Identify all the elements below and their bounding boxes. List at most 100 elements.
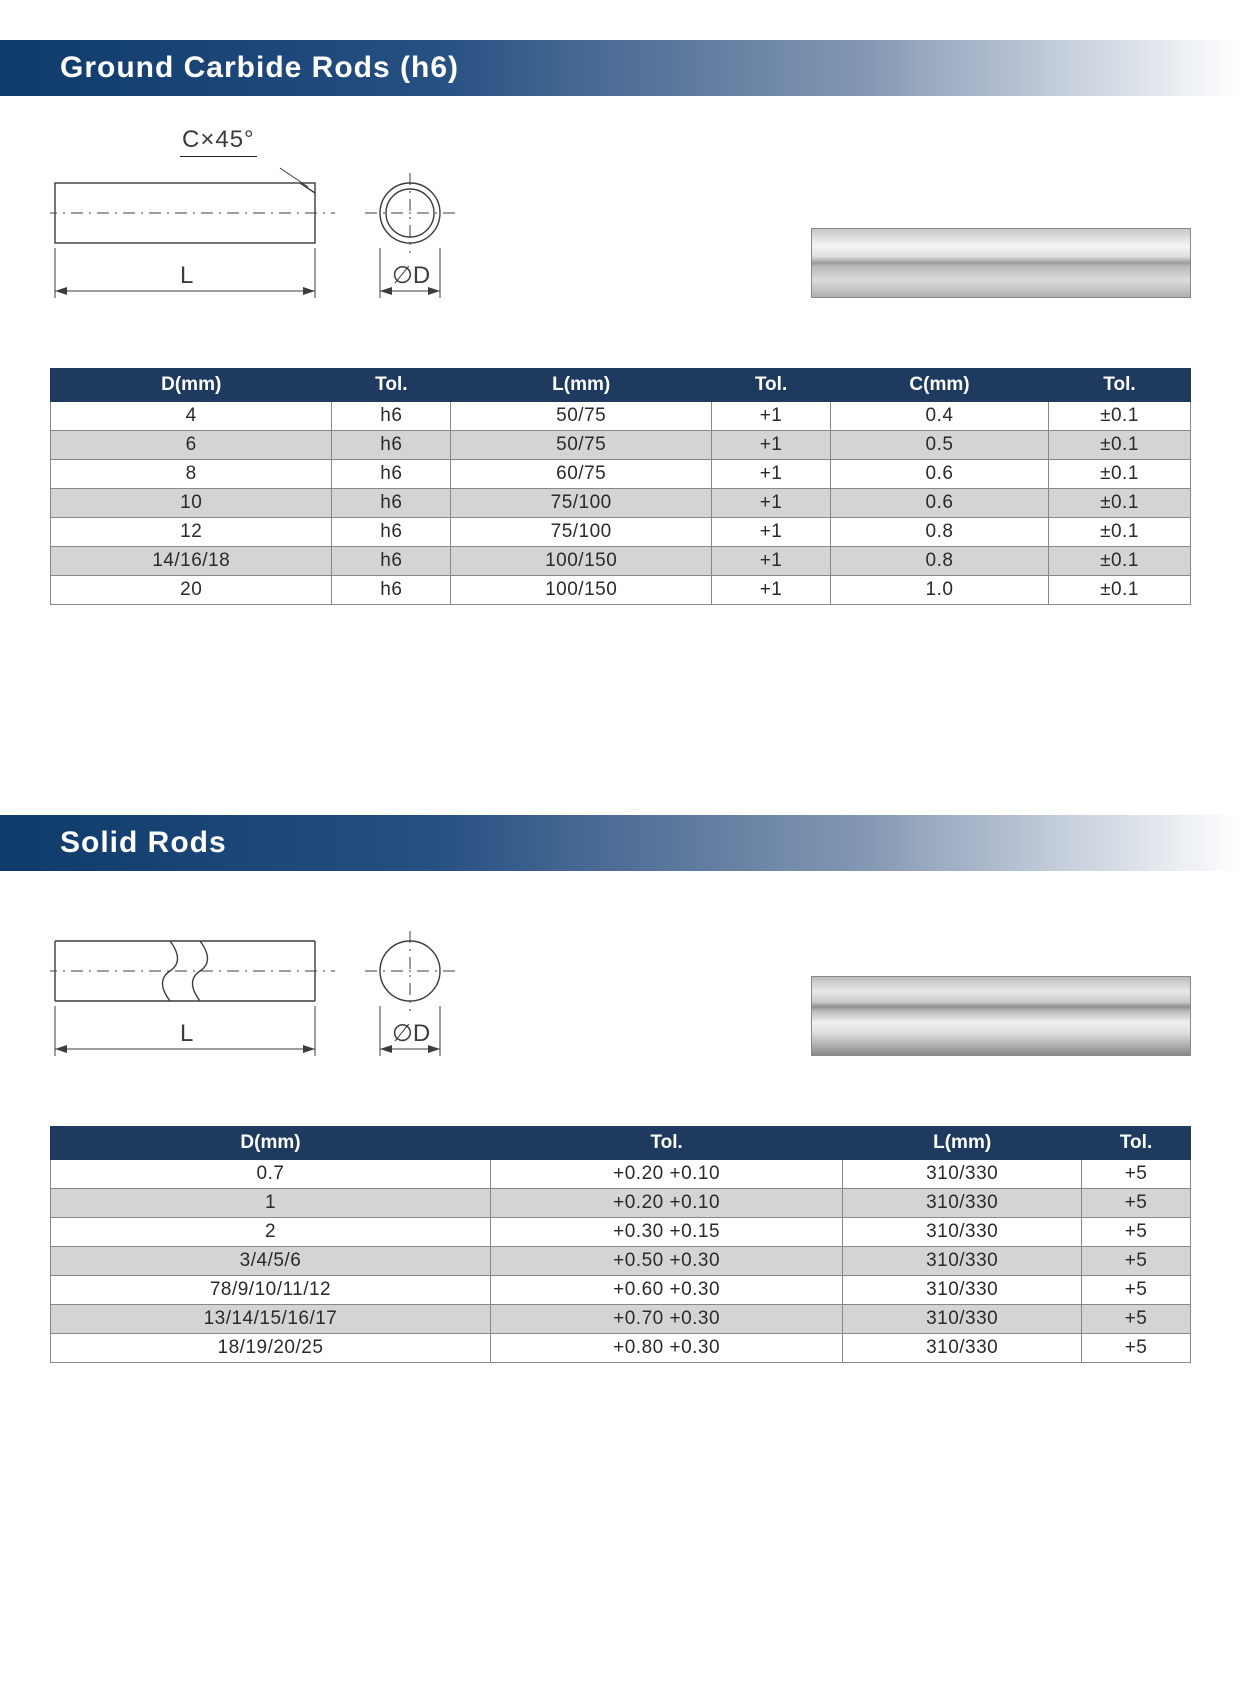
table-cell: h6	[332, 460, 451, 489]
table-cell: 12	[51, 518, 332, 547]
section1-header: Ground Carbide Rods (h6)	[0, 40, 1241, 96]
table-cell: 310/330	[843, 1276, 1082, 1305]
table-header-cell: Tol.	[1048, 369, 1190, 402]
table-header-cell: L(mm)	[451, 369, 712, 402]
table-cell: h6	[332, 518, 451, 547]
rod-side-diagram-icon: L ∅D	[50, 163, 480, 333]
section1-table: D(mm)Tol.L(mm)Tol.C(mm)Tol.4h650/75+10.4…	[50, 368, 1191, 605]
table-cell: h6	[332, 489, 451, 518]
table-cell: 20	[51, 576, 332, 605]
table-cell: 0.8	[830, 547, 1048, 576]
table-cell: 310/330	[843, 1189, 1082, 1218]
diameter-label: ∅D	[392, 1020, 430, 1047]
table-cell: 75/100	[451, 489, 712, 518]
table-cell: 78/9/10/11/12	[51, 1276, 491, 1305]
section1-diagram: L ∅D	[50, 163, 480, 338]
table-header-cell: Tol.	[490, 1127, 842, 1160]
table-cell: 13/14/15/16/17	[51, 1305, 491, 1334]
table-cell: +1	[712, 489, 831, 518]
table-row: 12h675/100+10.8±0.1	[51, 518, 1191, 547]
table-cell: 3/4/5/6	[51, 1247, 491, 1276]
table-cell: +1	[712, 547, 831, 576]
table-cell: 100/150	[451, 576, 712, 605]
table-cell: 0.6	[830, 460, 1048, 489]
table-cell: 310/330	[843, 1160, 1082, 1189]
table-cell: 1.0	[830, 576, 1048, 605]
table-row: 8h660/75+10.6±0.1	[51, 460, 1191, 489]
table-cell: ±0.1	[1048, 402, 1190, 431]
table-header-cell: L(mm)	[843, 1127, 1082, 1160]
rod-photo-2	[811, 976, 1191, 1056]
rod-break-diagram-icon: L ∅D	[50, 921, 480, 1091]
length-label: L	[180, 1020, 193, 1047]
table-row: 14/16/18h6100/150+10.8±0.1	[51, 547, 1191, 576]
section2-diagram-row: L ∅D	[50, 921, 1191, 1096]
table-row: 3/4/5/6+0.50 +0.30310/330+5	[51, 1247, 1191, 1276]
table-cell: 50/75	[451, 431, 712, 460]
table-row: 13/14/15/16/17+0.70 +0.30310/330+5	[51, 1305, 1191, 1334]
table-cell: 310/330	[843, 1218, 1082, 1247]
table-cell: 310/330	[843, 1247, 1082, 1276]
table-cell: 4	[51, 402, 332, 431]
table-cell: 0.5	[830, 431, 1048, 460]
table-cell: +1	[712, 460, 831, 489]
table-cell: 50/75	[451, 402, 712, 431]
section2-title: Solid Rods	[60, 826, 227, 860]
table-cell: h6	[332, 431, 451, 460]
chamfer-label: C×45°	[180, 126, 257, 157]
table-cell: +5	[1082, 1160, 1191, 1189]
table-cell: 60/75	[451, 460, 712, 489]
table-cell: +0.50 +0.30	[490, 1247, 842, 1276]
table-cell: ±0.1	[1048, 547, 1190, 576]
table-row: 78/9/10/11/12+0.60 +0.30310/330+5	[51, 1276, 1191, 1305]
table-cell: +5	[1082, 1334, 1191, 1363]
table-cell: 310/330	[843, 1305, 1082, 1334]
table-row: 2+0.30 +0.15310/330+5	[51, 1218, 1191, 1247]
table-cell: +1	[712, 431, 831, 460]
table-row: 0.7+0.20 +0.10310/330+5	[51, 1160, 1191, 1189]
section2-body: L ∅D D(mm)Tol.L(mm)Tol.0.7+0.20 +0.10310…	[0, 871, 1241, 1373]
table-row: 1+0.20 +0.10310/330+5	[51, 1189, 1191, 1218]
table-cell: ±0.1	[1048, 460, 1190, 489]
table-cell: ±0.1	[1048, 489, 1190, 518]
table-row: 20h6100/150+11.0±0.1	[51, 576, 1191, 605]
table-cell: 10	[51, 489, 332, 518]
table-cell: 1	[51, 1189, 491, 1218]
table-cell: +0.60 +0.30	[490, 1276, 842, 1305]
table-cell: +0.20 +0.10	[490, 1160, 842, 1189]
table-cell: +5	[1082, 1305, 1191, 1334]
length-label: L	[180, 262, 193, 289]
table-cell: ±0.1	[1048, 431, 1190, 460]
table-cell: ±0.1	[1048, 518, 1190, 547]
table-header-cell: Tol.	[712, 369, 831, 402]
table-cell: 0.7	[51, 1160, 491, 1189]
table-cell: h6	[332, 402, 451, 431]
table-cell: +0.30 +0.15	[490, 1218, 842, 1247]
table-cell: 0.6	[830, 489, 1048, 518]
table-row: 4h650/75+10.4±0.1	[51, 402, 1191, 431]
table-cell: h6	[332, 576, 451, 605]
section1-diagram-row: L ∅D	[50, 163, 1191, 338]
section2-table: D(mm)Tol.L(mm)Tol.0.7+0.20 +0.10310/330+…	[50, 1126, 1191, 1363]
table-row: 10h675/100+10.6±0.1	[51, 489, 1191, 518]
section1-title: Ground Carbide Rods (h6)	[60, 51, 459, 85]
table-cell: 6	[51, 431, 332, 460]
table-cell: 14/16/18	[51, 547, 332, 576]
page: Ground Carbide Rods (h6) C×45° L	[0, 40, 1241, 1373]
table-cell: +1	[712, 402, 831, 431]
table-row: 18/19/20/25+0.80 +0.30310/330+5	[51, 1334, 1191, 1363]
table-cell: 100/150	[451, 547, 712, 576]
table-cell: 2	[51, 1218, 491, 1247]
table-cell: 75/100	[451, 518, 712, 547]
table-row: 6h650/75+10.5±0.1	[51, 431, 1191, 460]
rod-photo-1	[811, 228, 1191, 298]
section1-body: C×45° L	[0, 96, 1241, 615]
table-cell: 0.8	[830, 518, 1048, 547]
table-cell: +0.80 +0.30	[490, 1334, 842, 1363]
table-cell: +0.70 +0.30	[490, 1305, 842, 1334]
table-header-cell: D(mm)	[51, 1127, 491, 1160]
table-cell: 18/19/20/25	[51, 1334, 491, 1363]
table-cell: 310/330	[843, 1334, 1082, 1363]
table-cell: +5	[1082, 1189, 1191, 1218]
table-cell: 8	[51, 460, 332, 489]
